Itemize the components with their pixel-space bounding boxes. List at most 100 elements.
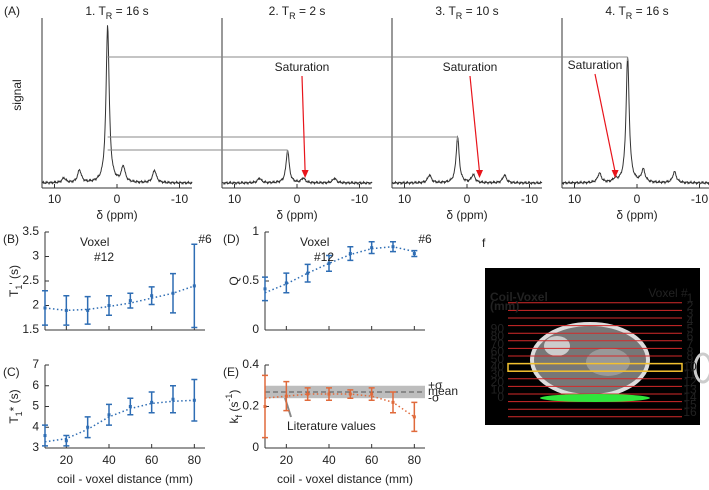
subplot-title-part: 1. T: [85, 4, 106, 18]
annotation: #12: [94, 250, 114, 264]
coil-distance: 0: [497, 390, 504, 404]
y-axis-label-part: (s: [227, 402, 241, 415]
x-tick-label: 20: [60, 453, 74, 467]
point: [327, 261, 331, 265]
point: [171, 291, 175, 295]
coil-distance: 70: [491, 337, 505, 351]
coil-distance: 60: [491, 344, 505, 358]
spectrum: [561, 57, 709, 186]
y-axis-label: signal: [10, 79, 24, 110]
y-axis-label-part: T: [7, 289, 21, 297]
voxel-number: 3: [687, 306, 694, 320]
voxel-number: 4: [687, 314, 694, 328]
point: [107, 304, 111, 307]
y-axis-label: T1' (s): [7, 265, 24, 297]
x-tick-label: 80: [188, 453, 202, 467]
annotation: Saturation: [443, 60, 498, 74]
y-tick-label: 3.5: [22, 224, 39, 238]
band-label: -σ: [428, 390, 440, 404]
voxel-number: 1: [687, 291, 694, 305]
point: [150, 400, 154, 404]
subplot-title-part: R: [106, 11, 113, 21]
subplot-title-part: R: [289, 11, 296, 21]
band-label: +σ: [428, 378, 443, 392]
panel-label: (E): [223, 365, 239, 379]
y-tick-label: 1: [252, 224, 259, 238]
point: [128, 299, 132, 303]
organ: [544, 336, 570, 356]
x-tick-label: 60: [145, 453, 159, 467]
arrow-head: [301, 170, 309, 178]
coil-title: Coil-Voxel: [490, 290, 548, 304]
coil-distance: 50: [491, 352, 505, 366]
x-axis-label: δ (ppm): [446, 208, 487, 222]
arrow-head: [611, 170, 619, 178]
point: [284, 394, 288, 398]
y-axis-label-part: T: [7, 416, 21, 424]
x-axis-label: δ (ppm): [276, 208, 317, 222]
x-tick-label: 60: [365, 453, 379, 467]
subplot-title-part: = 16 s: [112, 4, 148, 18]
y-axis-label-part: ): [227, 390, 241, 394]
panel-label: (C): [3, 365, 20, 379]
x-tick-label: 0: [464, 192, 471, 206]
literature-label: Literature values: [287, 419, 376, 433]
coil-distance: 10: [491, 382, 505, 396]
x-tick-label: 0: [294, 192, 301, 206]
y-tick-label: 7: [32, 357, 39, 371]
subplot-title-part: R: [456, 11, 463, 21]
subplot-title-part: 3. T: [435, 4, 456, 18]
coil-distance: 40: [491, 360, 505, 374]
panel-label: (A): [4, 4, 20, 18]
y-tick-label: 3: [32, 440, 39, 454]
y-axis-label: Q: [227, 276, 241, 285]
x-axis-label: coil - voxel distance (mm): [57, 472, 193, 486]
x-tick-label: -10: [351, 192, 369, 206]
voxel-number: 9: [687, 352, 694, 366]
annotation: #6: [418, 232, 432, 246]
y-axis-label-part: ' (s): [7, 265, 21, 285]
subplot-title: 4. TR = 16 s: [605, 4, 668, 21]
annotation: #6: [198, 232, 212, 246]
point: [192, 284, 196, 288]
point: [64, 308, 68, 312]
point: [86, 425, 90, 429]
point: [327, 392, 331, 396]
point: [284, 281, 288, 285]
point: [263, 405, 267, 408]
subplot-title: 3. TR = 10 s: [435, 4, 498, 21]
voxel-number: 2: [687, 299, 694, 313]
voxel-number: 15: [683, 398, 697, 412]
y-axis-label-part: 1: [14, 285, 24, 290]
subplot-title-part: 2. T: [269, 4, 290, 18]
coil-distance: 80: [491, 329, 505, 343]
arrow: [469, 75, 481, 173]
y-tick-label: 4: [32, 419, 39, 433]
x-axis-label: δ (ppm): [96, 208, 137, 222]
fit-line: [44, 285, 195, 312]
y-axis-label-part: -1: [224, 394, 234, 402]
panel-label: (B): [3, 232, 19, 246]
voxel-number: 10: [683, 360, 697, 374]
y-axis-label-part: 1: [14, 411, 24, 416]
fit-line: [264, 393, 415, 418]
fit-line: [44, 399, 195, 443]
annotation: Voxel: [80, 235, 109, 249]
point: [192, 398, 196, 402]
subplot-title-part: = 16 s: [632, 4, 668, 18]
y-axis-label-part: * (s): [7, 389, 21, 411]
x-axis-label: coil - voxel distance (mm): [277, 472, 413, 486]
point: [348, 392, 352, 396]
y-tick-label: 0: [252, 322, 259, 336]
subplot-title: 1. TR = 16 s: [85, 4, 148, 21]
x-tick-label: 0: [114, 192, 121, 206]
arrow-head: [476, 170, 483, 178]
subplot-title-part: 4. T: [605, 4, 626, 18]
subplot-title-part: = 2 s: [296, 4, 326, 18]
spectrum: [221, 149, 373, 186]
coil-distance: 20: [491, 375, 505, 389]
x-tick-label: -10: [521, 192, 539, 206]
x-tick-label: 10: [398, 192, 412, 206]
coil: [540, 394, 650, 402]
